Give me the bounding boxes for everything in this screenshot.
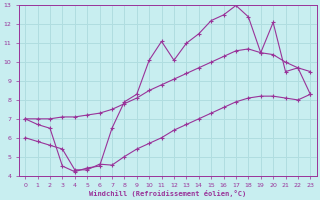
- X-axis label: Windchill (Refroidissement éolien,°C): Windchill (Refroidissement éolien,°C): [89, 190, 246, 197]
